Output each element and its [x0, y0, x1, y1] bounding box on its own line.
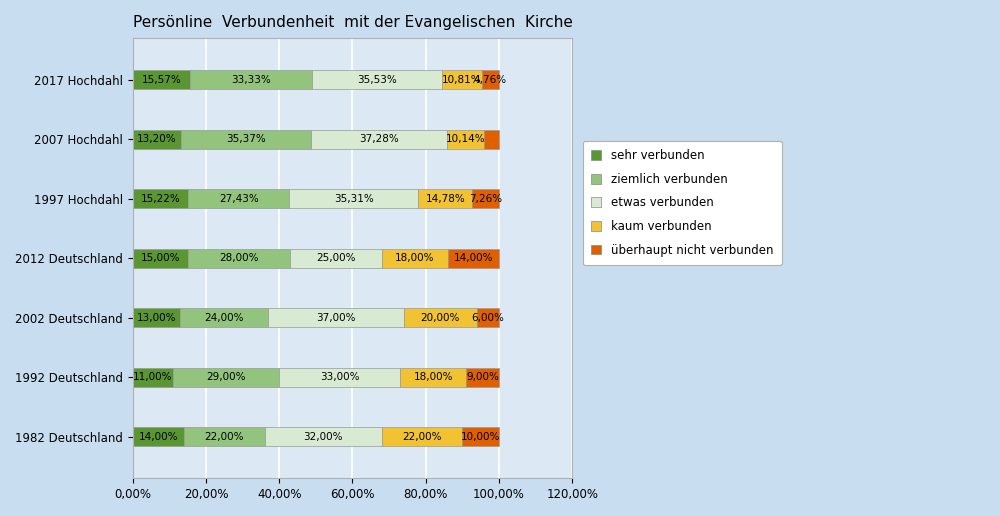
Text: 28,00%: 28,00% — [219, 253, 259, 263]
Bar — [188, 189, 289, 208]
Text: 13,20%: 13,20% — [137, 134, 177, 144]
Bar — [268, 308, 404, 327]
Bar — [484, 130, 499, 149]
Bar — [133, 427, 184, 446]
Bar — [181, 130, 311, 149]
Legend: sehr verbunden, ziemlich verbunden, etwas verbunden, kaum verbunden, überhaupt n: sehr verbunden, ziemlich verbunden, etwa… — [583, 141, 782, 265]
Text: 25,00%: 25,00% — [316, 253, 356, 263]
Bar — [190, 70, 312, 89]
Bar — [133, 367, 173, 386]
Bar — [466, 367, 499, 386]
Text: 10,14%: 10,14% — [446, 134, 486, 144]
Bar — [447, 130, 484, 149]
Bar — [442, 70, 482, 89]
Text: 14,00%: 14,00% — [139, 432, 178, 442]
Text: 18,00%: 18,00% — [413, 372, 453, 382]
Bar — [290, 249, 382, 268]
Text: 29,00%: 29,00% — [206, 372, 246, 382]
Text: 35,31%: 35,31% — [334, 194, 373, 204]
Text: 37,28%: 37,28% — [359, 134, 399, 144]
Bar — [400, 367, 466, 386]
Text: 20,00%: 20,00% — [421, 313, 460, 322]
Bar — [265, 427, 382, 446]
Bar — [382, 249, 448, 268]
Bar — [462, 427, 499, 446]
Bar — [418, 189, 472, 208]
Bar — [133, 130, 181, 149]
Bar — [312, 70, 442, 89]
Text: 4,76%: 4,76% — [474, 75, 507, 85]
Text: 22,00%: 22,00% — [402, 432, 442, 442]
Bar — [133, 249, 188, 268]
Text: 14,00%: 14,00% — [454, 253, 493, 263]
Title: Persönline  Verbundenheit  mit der Evangelischen  Kirche: Persönline Verbundenheit mit der Evangel… — [133, 15, 572, 30]
Bar — [173, 367, 279, 386]
Bar — [133, 70, 190, 89]
Bar — [289, 189, 418, 208]
Text: 18,00%: 18,00% — [395, 253, 435, 263]
Text: 7,26%: 7,26% — [469, 194, 502, 204]
Bar — [279, 367, 400, 386]
Text: 11,00%: 11,00% — [133, 372, 173, 382]
Bar — [188, 249, 290, 268]
Text: 10,00%: 10,00% — [461, 432, 500, 442]
Bar — [472, 189, 499, 208]
Bar — [133, 308, 180, 327]
Text: 24,00%: 24,00% — [205, 313, 244, 322]
Text: 15,57%: 15,57% — [141, 75, 181, 85]
Text: 27,43%: 27,43% — [219, 194, 259, 204]
Text: 14,78%: 14,78% — [425, 194, 465, 204]
Text: 35,37%: 35,37% — [226, 134, 266, 144]
Bar — [482, 70, 499, 89]
Text: 32,00%: 32,00% — [303, 432, 343, 442]
Bar — [404, 308, 477, 327]
Text: 15,22%: 15,22% — [141, 194, 180, 204]
Text: 10,81%: 10,81% — [442, 75, 482, 85]
Text: 6,00%: 6,00% — [472, 313, 504, 322]
Bar — [382, 427, 462, 446]
Text: 33,00%: 33,00% — [320, 372, 359, 382]
Text: 9,00%: 9,00% — [466, 372, 499, 382]
Text: 35,53%: 35,53% — [357, 75, 397, 85]
Bar — [184, 427, 265, 446]
Text: 13,00%: 13,00% — [137, 313, 176, 322]
Text: 22,00%: 22,00% — [205, 432, 244, 442]
Bar — [133, 189, 188, 208]
Bar — [477, 308, 499, 327]
Text: 33,33%: 33,33% — [231, 75, 271, 85]
Text: 37,00%: 37,00% — [316, 313, 356, 322]
Bar — [448, 249, 499, 268]
Bar — [311, 130, 447, 149]
Text: 15,00%: 15,00% — [140, 253, 180, 263]
Bar — [180, 308, 268, 327]
